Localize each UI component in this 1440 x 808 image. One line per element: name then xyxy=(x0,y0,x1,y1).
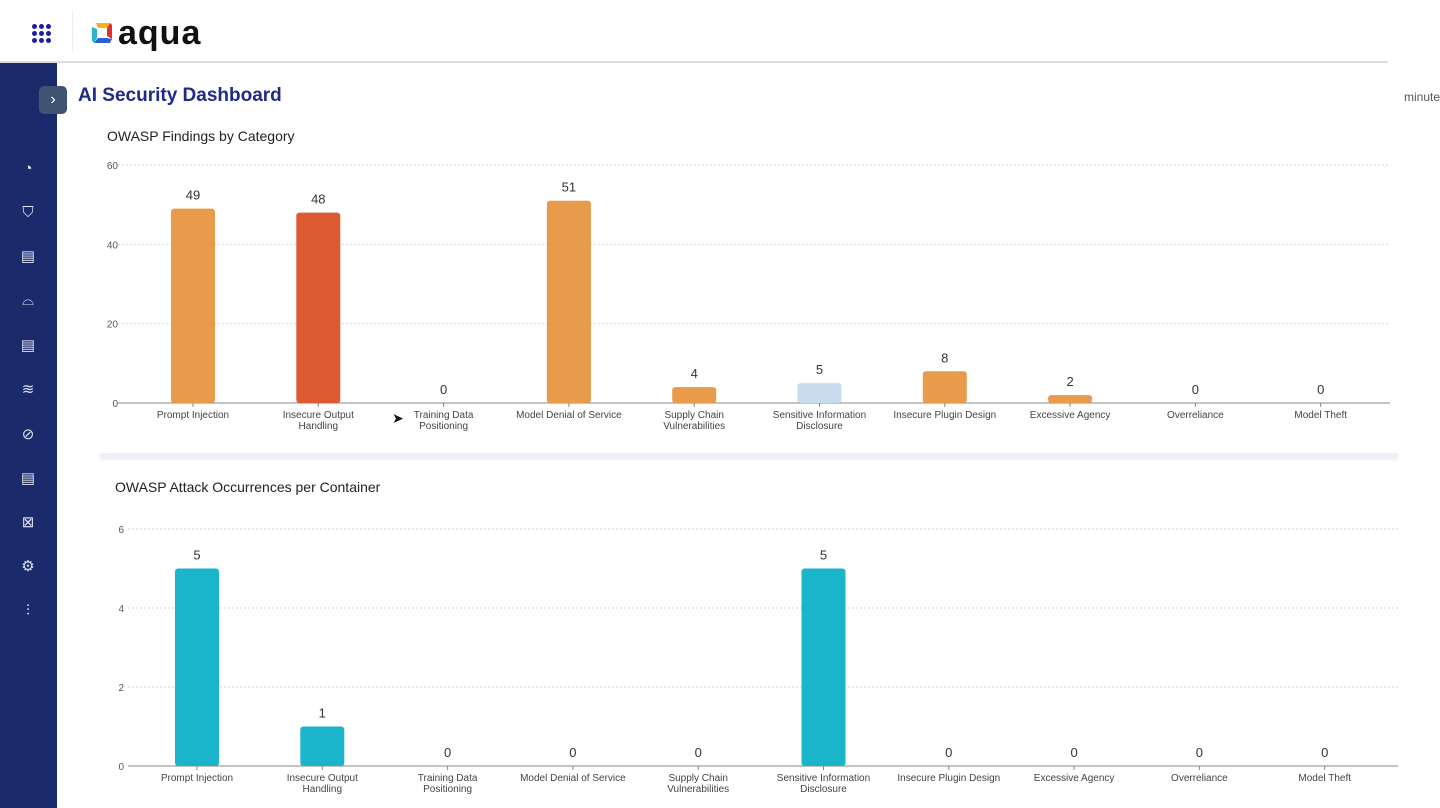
document-icon[interactable]: ▤ xyxy=(20,248,36,265)
y-tick-label: 20 xyxy=(107,320,119,331)
data-label: 0 xyxy=(1317,382,1324,397)
data-label: 0 xyxy=(569,745,576,760)
x-tick-label: Supply Chain Vulnerabilities xyxy=(667,773,729,795)
data-label: 1 xyxy=(319,706,326,721)
x-tick-label: Model Theft xyxy=(1298,773,1351,784)
y-tick-label: 40 xyxy=(107,240,119,251)
x-tick-label: Overreliance xyxy=(1167,410,1224,421)
data-label: 0 xyxy=(440,382,447,397)
data-label: 48 xyxy=(311,192,325,207)
bar xyxy=(801,568,846,766)
data-label: 0 xyxy=(695,745,702,760)
sidebar: ◔ ⛉ ▤ ⌓ ▤ ≋ ⊘ ▤ ⊠ ⚙ ⫶ xyxy=(0,63,57,808)
x-tick-label: Prompt Injection xyxy=(161,773,233,784)
data-label: 0 xyxy=(1192,382,1199,397)
jellyfish-icon[interactable]: ⌓ xyxy=(22,292,34,309)
data-label: 51 xyxy=(562,180,576,195)
y-tick-label: 60 xyxy=(107,161,119,172)
gauge-icon[interactable]: ◔ xyxy=(23,160,33,177)
aqua-logo-mark-icon xyxy=(92,23,112,43)
document-icon[interactable]: ▤ xyxy=(20,470,36,487)
y-tick-label: 0 xyxy=(112,399,118,410)
document-icon[interactable]: ▤ xyxy=(20,337,36,354)
x-tick-label: Insecure Plugin Design xyxy=(893,410,996,421)
bar xyxy=(175,568,219,766)
y-tick-label: 6 xyxy=(118,525,124,536)
bar xyxy=(300,726,345,766)
sliders-icon[interactable]: ⫶ xyxy=(26,602,30,619)
data-label: 0 xyxy=(945,745,952,760)
data-label: 2 xyxy=(1066,374,1073,389)
data-label: 5 xyxy=(193,548,200,563)
x-tick-label: Excessive Agency xyxy=(1030,410,1111,421)
mouse-cursor-icon: ➤ xyxy=(392,410,404,426)
data-label: 5 xyxy=(816,362,823,377)
database-icon[interactable]: ≋ xyxy=(21,381,35,398)
x-tick-label: Supply Chain Vulnerabilities xyxy=(663,410,725,432)
top-bar: aqua xyxy=(0,0,1388,63)
x-tick-label: Sensitive Information Disclosure xyxy=(777,773,870,795)
x-tick-label: Model Denial of Service xyxy=(520,773,626,784)
bar xyxy=(1048,395,1093,403)
data-label: 4 xyxy=(691,366,698,381)
divider xyxy=(72,10,73,52)
bar xyxy=(546,200,591,403)
x-tick-label: Prompt Injection xyxy=(157,410,229,421)
data-label: 49 xyxy=(186,188,200,203)
x-tick-label: Training Data Positioning xyxy=(414,410,474,432)
shield-icon[interactable]: ⛉ xyxy=(22,204,34,221)
x-tick-label: Model Theft xyxy=(1294,410,1347,421)
data-label: 8 xyxy=(941,350,948,365)
chart-divider xyxy=(100,453,1398,457)
x-tick-label: Excessive Agency xyxy=(1034,773,1115,784)
y-tick-label: 2 xyxy=(118,683,124,694)
chart-title-findings: OWASP Findings by Category xyxy=(107,128,295,144)
data-label: 0 xyxy=(444,745,451,760)
y-tick-label: 0 xyxy=(118,762,124,773)
x-tick-label: Insecure Output Handling xyxy=(287,773,358,795)
data-label: 0 xyxy=(1070,745,1077,760)
grid-icon[interactable] xyxy=(32,24,51,43)
aqua-logo[interactable]: aqua xyxy=(90,14,202,52)
expand-sidebar-button[interactable]: › xyxy=(39,86,67,114)
x-tick-label: Sensitive Information Disclosure xyxy=(773,410,866,432)
data-label: 5 xyxy=(820,548,827,563)
chart-icon[interactable]: ⊠ xyxy=(21,514,35,531)
data-label: 0 xyxy=(1196,745,1203,760)
chart-title-occurrences: OWASP Attack Occurrences per Container xyxy=(115,479,381,495)
bar xyxy=(797,383,842,403)
bar xyxy=(171,208,215,403)
bar xyxy=(922,371,967,403)
pill-icon[interactable]: ⊘ xyxy=(21,426,35,443)
bar xyxy=(296,212,341,403)
x-tick-label: Insecure Plugin Design xyxy=(897,773,1000,784)
x-tick-label: Overreliance xyxy=(1171,773,1228,784)
bar xyxy=(672,387,717,403)
logo-text: aqua xyxy=(118,14,202,52)
y-tick-label: 4 xyxy=(118,604,124,615)
data-label: 0 xyxy=(1321,745,1328,760)
x-tick-label: Training Data Positioning xyxy=(418,773,478,795)
page-title: AI Security Dashboard xyxy=(78,85,282,106)
x-tick-label: Insecure Output Handling xyxy=(283,410,354,432)
side-text: minute xyxy=(1404,90,1440,104)
x-tick-label: Model Denial of Service xyxy=(516,410,622,421)
gear-icon[interactable]: ⚙ xyxy=(21,558,35,575)
